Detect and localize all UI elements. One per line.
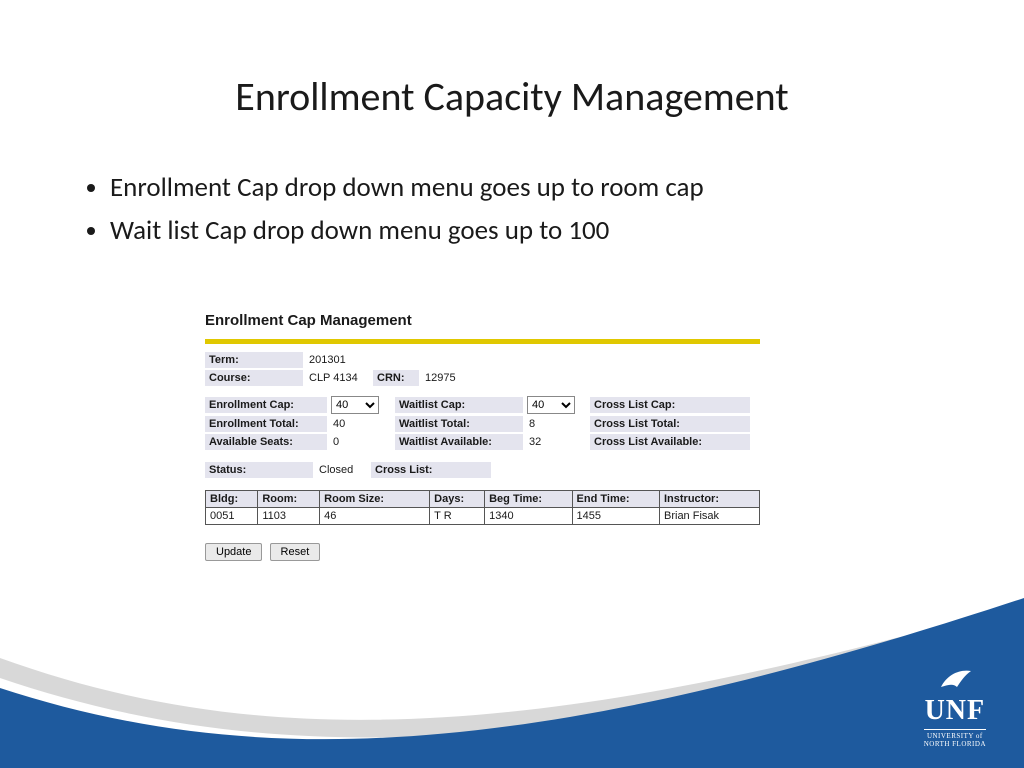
slide-title: Enrollment Capacity Management xyxy=(0,0,1024,121)
room-table: Bldg: Room: Room Size: Days: Beg Time: E… xyxy=(205,490,760,525)
th-days: Days: xyxy=(430,491,485,508)
td-endtime: 1455 xyxy=(572,508,659,525)
crn-label: CRN: xyxy=(373,370,419,386)
panel-title: Enrollment Cap Management xyxy=(205,312,760,329)
waitlist-cap-select[interactable]: 40 xyxy=(527,396,575,414)
swoosh-decoration xyxy=(0,598,1024,768)
crosslist-total-value xyxy=(750,422,762,426)
enroll-total-label: Enrollment Total: xyxy=(205,416,327,432)
crn-value: 12975 xyxy=(419,370,462,386)
osprey-icon xyxy=(937,665,973,693)
term-value: 201301 xyxy=(303,352,352,368)
bullet-list: Enrollment Cap drop down menu goes up to… xyxy=(90,171,1024,247)
logo-text: UNF xyxy=(924,695,986,727)
logo-sub2: NORTH FLORIDA xyxy=(924,740,986,748)
waitlist-avail-value: 32 xyxy=(523,434,547,450)
waitlist-total-label: Waitlist Total: xyxy=(395,416,523,432)
waitlist-cap-label: Waitlist Cap: xyxy=(395,397,523,413)
waitlist-avail-label: Waitlist Available: xyxy=(395,434,523,450)
th-begtime: Beg Time: xyxy=(485,491,572,508)
enrollment-panel: Enrollment Cap Management Term: 201301 C… xyxy=(205,312,760,561)
th-bldg: Bldg: xyxy=(206,491,258,508)
unf-logo: UNF UNIVERSITY of NORTH FLORIDA xyxy=(924,665,986,748)
term-label: Term: xyxy=(205,352,303,368)
avail-seats-label: Available Seats: xyxy=(205,434,327,450)
crosslist-label: Cross List: xyxy=(371,462,491,478)
reset-button[interactable]: Reset xyxy=(270,543,321,561)
th-room: Room: xyxy=(258,491,320,508)
update-button[interactable]: Update xyxy=(205,543,262,561)
enroll-cap-label: Enrollment Cap: xyxy=(205,397,327,413)
th-instructor: Instructor: xyxy=(660,491,760,508)
course-label: Course: xyxy=(205,370,303,386)
td-room: 1103 xyxy=(258,508,320,525)
table-row: 0051 1103 46 T R 1340 1455 Brian Fisak xyxy=(206,508,760,525)
crosslist-cap-label: Cross List Cap: xyxy=(590,397,750,413)
logo-sub1: UNIVERSITY of xyxy=(924,729,986,740)
th-roomsize: Room Size: xyxy=(320,491,430,508)
waitlist-total-value: 8 xyxy=(523,416,541,432)
avail-seats-value: 0 xyxy=(327,434,345,450)
crosslist-avail-label: Cross List Available: xyxy=(590,434,750,450)
td-begtime: 1340 xyxy=(485,508,572,525)
crosslist-value xyxy=(491,462,503,478)
enroll-total-value: 40 xyxy=(327,416,351,432)
status-value: Closed xyxy=(313,462,371,478)
enroll-cap-select[interactable]: 40 xyxy=(331,396,379,414)
status-label: Status: xyxy=(205,462,313,478)
th-endtime: End Time: xyxy=(572,491,659,508)
td-instructor: Brian Fisak xyxy=(660,508,760,525)
crosslist-cap-value xyxy=(750,403,762,407)
bullet-item: Wait list Cap drop down menu goes up to … xyxy=(110,214,1024,247)
td-days: T R xyxy=(430,508,485,525)
divider-bar xyxy=(205,339,760,344)
crosslist-avail-value xyxy=(750,440,762,444)
course-value: CLP 4134 xyxy=(303,370,373,386)
crosslist-total-label: Cross List Total: xyxy=(590,416,750,432)
bullet-item: Enrollment Cap drop down menu goes up to… xyxy=(110,171,1024,204)
td-roomsize: 46 xyxy=(320,508,430,525)
td-bldg: 0051 xyxy=(206,508,258,525)
